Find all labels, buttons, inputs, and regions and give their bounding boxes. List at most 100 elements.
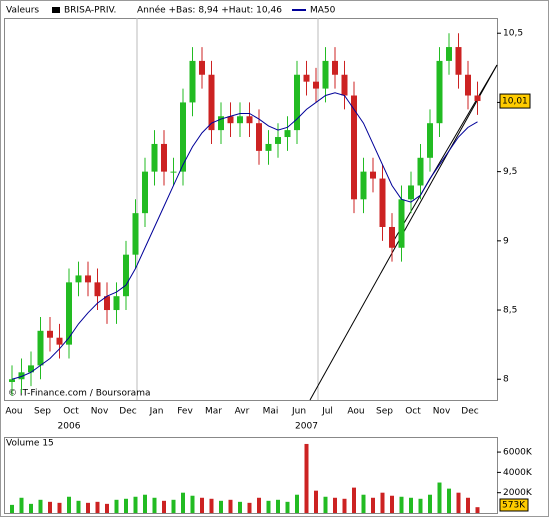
candle-body bbox=[294, 74, 300, 131]
y-tick-label: 10,5 bbox=[503, 29, 523, 39]
volume-bar bbox=[314, 490, 318, 513]
candle-body bbox=[208, 74, 215, 131]
volume-bar bbox=[276, 499, 280, 513]
volume-bar bbox=[86, 502, 90, 513]
volume-bar bbox=[257, 497, 261, 513]
volume-bar bbox=[428, 494, 432, 513]
candle-body bbox=[256, 123, 262, 151]
volume-bar bbox=[409, 497, 413, 513]
candle-body bbox=[417, 157, 424, 186]
candle-body bbox=[474, 95, 481, 102]
candle-body bbox=[246, 116, 253, 124]
candle-body bbox=[389, 226, 395, 248]
candle-body bbox=[284, 130, 291, 138]
volume-bar bbox=[238, 501, 242, 513]
volume-bar bbox=[190, 495, 195, 513]
candle-body bbox=[47, 330, 53, 338]
volume-bar bbox=[475, 507, 480, 513]
x-tick-label: Jul bbox=[321, 407, 333, 417]
candle-body bbox=[313, 81, 319, 89]
x-tick-label: Jun bbox=[291, 407, 306, 417]
volume-bar bbox=[247, 502, 252, 513]
candle-body bbox=[275, 137, 281, 144]
volume-bar bbox=[19, 497, 24, 513]
volume-bar bbox=[333, 497, 337, 513]
volume-bar bbox=[29, 503, 33, 513]
volume-bar bbox=[162, 500, 166, 513]
volume-bar bbox=[466, 497, 470, 513]
volume-bar bbox=[295, 494, 299, 513]
candle-body bbox=[379, 178, 386, 227]
candle-body bbox=[360, 171, 367, 200]
candle-body bbox=[104, 296, 110, 311]
x-tick-label: Mar bbox=[205, 407, 222, 417]
candle-body bbox=[189, 60, 196, 103]
volume-bar bbox=[437, 482, 442, 513]
last-value-box bbox=[499, 498, 529, 512]
volume-bar bbox=[228, 499, 233, 513]
volume-bar bbox=[114, 499, 119, 513]
y-tick-label: 4000K bbox=[503, 468, 533, 478]
volume-bar bbox=[143, 494, 147, 513]
volume-bar bbox=[76, 500, 81, 513]
candle-body bbox=[436, 60, 443, 124]
candle-body bbox=[18, 372, 25, 380]
volume-bar bbox=[352, 487, 356, 513]
x-tick-label: Oct bbox=[63, 407, 79, 417]
x-tick-label: Avr bbox=[235, 407, 250, 417]
candle-body bbox=[28, 365, 34, 373]
ma-line bbox=[11, 92, 478, 380]
candle-body bbox=[265, 143, 272, 151]
candle-body bbox=[151, 143, 158, 172]
y-tick-label: 2000K bbox=[503, 488, 533, 498]
volume-bar bbox=[48, 501, 52, 513]
year-label: 2006 bbox=[58, 422, 81, 432]
volume-bar bbox=[380, 492, 385, 513]
candle-body bbox=[56, 337, 63, 345]
candle-body bbox=[37, 330, 44, 366]
x-tick-label: Dec bbox=[461, 407, 478, 417]
last-value-label: 573K bbox=[502, 501, 526, 511]
volume-bar bbox=[105, 503, 109, 513]
volume-bar bbox=[456, 492, 461, 513]
candle-body bbox=[170, 171, 177, 173]
legend-entry: MA50 bbox=[310, 6, 336, 16]
volume-bar bbox=[133, 496, 138, 513]
x-tick-label: Jan bbox=[149, 407, 164, 417]
credit: © IT-Finance.com / Boursorama bbox=[8, 389, 150, 399]
candle-body bbox=[85, 275, 91, 283]
candle-body bbox=[199, 60, 205, 75]
x-tick-label: Nov bbox=[433, 407, 451, 417]
volume-bar bbox=[418, 498, 423, 513]
x-tick-label: Aou bbox=[5, 407, 22, 417]
candle-body bbox=[370, 171, 376, 179]
candle-body bbox=[227, 116, 234, 124]
volume-bar bbox=[181, 492, 185, 513]
x-tick-label: Sep bbox=[34, 407, 51, 417]
x-tick-label: Oct bbox=[405, 407, 421, 417]
volume-bar bbox=[67, 496, 71, 513]
candle-body bbox=[303, 74, 310, 82]
x-tick-label: Dec bbox=[119, 407, 136, 417]
y-tick-label: 9 bbox=[503, 236, 509, 246]
candle-body bbox=[465, 74, 471, 96]
volume-title: Volume 15 bbox=[6, 439, 54, 449]
candle-body bbox=[75, 275, 82, 283]
volume-bar bbox=[285, 501, 290, 513]
candle-body bbox=[332, 60, 338, 75]
header: Valeurs bbox=[6, 6, 39, 16]
volume-bar bbox=[342, 498, 347, 513]
candle-body bbox=[132, 213, 139, 255]
last-value-label: 10,01 bbox=[502, 97, 528, 107]
volume-bar bbox=[266, 500, 271, 513]
volume-bar bbox=[95, 501, 100, 513]
candle-body bbox=[66, 282, 72, 345]
candle-body bbox=[142, 171, 148, 214]
last-value-box bbox=[499, 93, 531, 109]
candle-body bbox=[123, 254, 129, 297]
range-note: Année +Bas: 8,94 +Haut: 10,46 bbox=[137, 5, 282, 16]
candle-body bbox=[408, 185, 414, 200]
candle-body bbox=[341, 74, 348, 96]
price-panel bbox=[4, 18, 498, 401]
